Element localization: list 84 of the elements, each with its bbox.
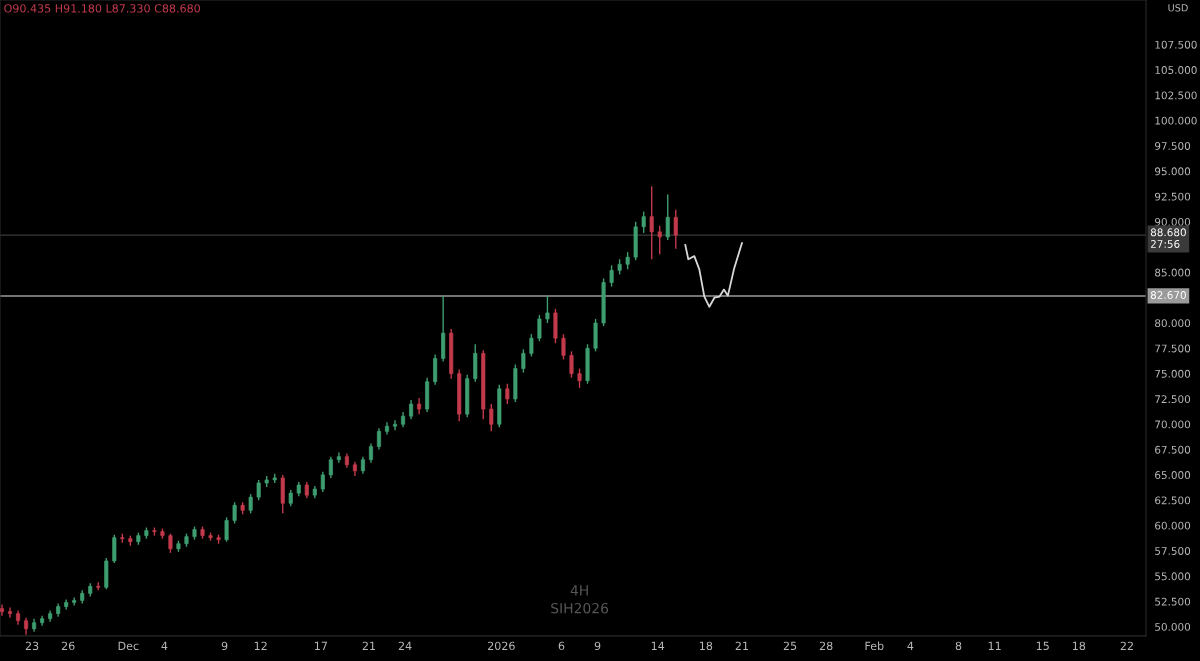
candlestick — [489, 403, 494, 433]
candlestick — [112, 533, 117, 564]
y-tick-label: 102.500 — [1155, 91, 1197, 100]
y-tick-label: 70.000 — [1155, 420, 1191, 429]
y-tick-label: 97.500 — [1154, 142, 1191, 150]
x-tick-label: 18 — [1072, 641, 1086, 651]
candlestick — [433, 353, 438, 386]
candlestick — [561, 333, 566, 361]
candlestick — [168, 532, 173, 554]
x-tick-label: 17 — [314, 641, 327, 650]
candlestick — [232, 501, 237, 525]
x-tick-label: Feb — [865, 641, 884, 651]
candlestick — [521, 348, 526, 374]
x-tick-label: 26 — [61, 641, 75, 651]
candlestick — [665, 193, 670, 241]
y-tick-label: 65.000 — [1155, 471, 1191, 479]
y-tick-label: 90.000 — [1154, 217, 1191, 226]
x-tick-label: 15 — [1036, 641, 1049, 651]
annotation: O90.435 H91.180 L87.330 C88.680 — [4, 4, 201, 13]
candlestick — [409, 399, 414, 420]
line-series — [684, 242, 743, 308]
ref-line-label: 88.680 27:56 — [1150, 228, 1186, 248]
y-tick-label: 60.000 — [1155, 521, 1191, 530]
candlestick — [256, 479, 261, 501]
candlestick — [537, 314, 542, 342]
candlestick — [0, 603, 5, 617]
y-tick-label: 100.000 — [1155, 116, 1197, 125]
x-tick-label: 18 — [700, 641, 713, 651]
y-tick-label: 80.000 — [1155, 319, 1191, 328]
y-tick-label: 57.500 — [1155, 547, 1191, 555]
candlestick — [529, 333, 534, 358]
y-tick-label: 67.500 — [1155, 445, 1191, 454]
candlestick — [609, 264, 614, 288]
ref-line-label: 82.670 — [1150, 291, 1186, 299]
x-tick-label: 4 — [907, 641, 914, 650]
x-tick-label: 21 — [735, 641, 748, 650]
candlestick — [569, 350, 574, 379]
x-tick-label: 25 — [783, 641, 797, 651]
candlestick — [673, 209, 678, 250]
y-tick-label: 107.500 — [1155, 40, 1197, 49]
x-tick-label: 8 — [955, 641, 962, 651]
x-tick-label: 28 — [819, 641, 833, 651]
x-tick-label: 2026 — [487, 641, 515, 651]
y-tick-label: 92.500 — [1154, 192, 1191, 201]
candlestick — [320, 471, 325, 493]
x-tick-label: 22 — [1120, 641, 1133, 650]
text: USD — [1168, 4, 1188, 12]
x-tick-label: 24 — [398, 641, 412, 650]
x-tick-label: 14 — [651, 641, 665, 650]
candlestick — [328, 455, 333, 479]
y-tick-label: 52.500 — [1155, 597, 1191, 606]
candlestick — [368, 442, 374, 464]
candlestick — [545, 295, 550, 324]
annotation: SIH2026 — [551, 602, 609, 614]
candlestick — [248, 493, 253, 515]
y-tick-label: 75.000 — [1155, 369, 1191, 378]
candlestick — [72, 596, 77, 607]
x-tick-label: 23 — [25, 641, 39, 651]
y-tick-label: 85.000 — [1155, 268, 1191, 277]
candlestick — [649, 185, 654, 260]
y-tick-label: 72.500 — [1155, 395, 1191, 404]
y-tick-label: 50.000 — [1155, 623, 1191, 631]
candlestick — [577, 367, 582, 389]
x-tick-label: 9 — [594, 641, 601, 651]
annotation: 4H — [570, 585, 588, 596]
candlestick — [224, 516, 229, 543]
candlestick — [641, 210, 646, 234]
candlestick — [505, 383, 510, 405]
x-tick-label: 11 — [988, 641, 1001, 650]
x-tick-label: 9 — [221, 641, 228, 651]
x-tick-label: 4 — [161, 641, 168, 650]
candlestick — [376, 427, 382, 451]
x-tick-label: 12 — [254, 641, 267, 650]
y-tick-label: 77.500 — [1155, 344, 1191, 353]
x-tick-label: 6 — [558, 641, 565, 651]
y-tick-label: 62.500 — [1155, 496, 1191, 505]
y-tick-label: 55.000 — [1155, 572, 1191, 581]
candlestick — [657, 225, 662, 255]
y-tick-label: 95.000 — [1154, 167, 1191, 176]
candlestick — [393, 419, 398, 432]
x-tick-label: Dec — [118, 641, 139, 651]
candlestick — [7, 606, 13, 619]
y-tick-label: 105.000 — [1155, 66, 1197, 74]
x-tick-label: 21 — [362, 641, 376, 650]
